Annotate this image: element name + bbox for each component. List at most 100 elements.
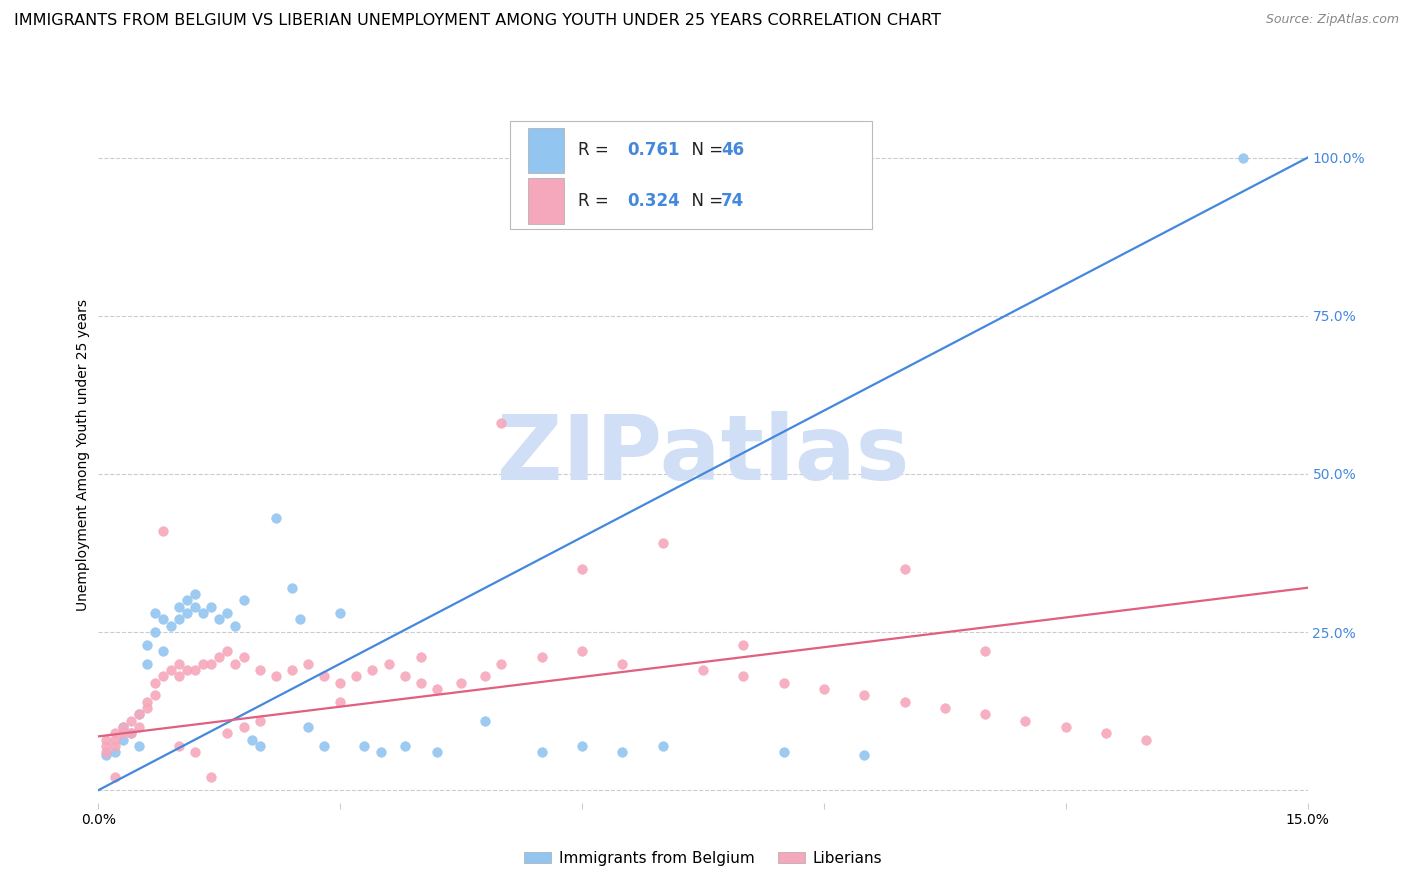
Text: N =: N = xyxy=(682,141,728,159)
Point xyxy=(651,536,673,550)
Text: 0.761: 0.761 xyxy=(627,141,679,159)
Point xyxy=(96,732,118,747)
Text: ZIPatlas: ZIPatlas xyxy=(496,411,910,499)
Point xyxy=(111,726,134,740)
Point xyxy=(167,739,190,753)
Point xyxy=(193,657,215,671)
Point xyxy=(344,669,367,683)
Point xyxy=(103,739,125,753)
Point xyxy=(281,581,304,595)
Point xyxy=(152,644,174,658)
Point xyxy=(612,657,634,671)
Text: R =: R = xyxy=(578,192,620,210)
Point xyxy=(96,745,118,759)
Y-axis label: Unemployment Among Youth under 25 years: Unemployment Among Youth under 25 years xyxy=(76,299,90,611)
Point xyxy=(224,618,246,632)
Point xyxy=(120,726,142,740)
Point xyxy=(143,606,166,620)
Point xyxy=(571,562,593,576)
Point xyxy=(143,625,166,640)
Point xyxy=(111,720,134,734)
Point xyxy=(264,511,287,525)
Point xyxy=(193,606,215,620)
Point xyxy=(176,663,198,677)
Point xyxy=(772,745,794,759)
Point xyxy=(853,748,876,763)
Point xyxy=(120,714,142,728)
Point xyxy=(103,732,125,747)
Point xyxy=(217,606,239,620)
Point xyxy=(853,688,876,702)
Point xyxy=(394,669,416,683)
Point xyxy=(135,695,157,709)
Point xyxy=(1232,151,1254,165)
Point xyxy=(217,726,239,740)
Point xyxy=(167,612,190,626)
Point xyxy=(530,745,553,759)
Point xyxy=(329,675,352,690)
Point xyxy=(111,732,134,747)
Point xyxy=(314,739,336,753)
Point xyxy=(135,638,157,652)
Point xyxy=(329,606,352,620)
Point xyxy=(491,417,513,431)
Point xyxy=(232,593,254,607)
Point xyxy=(96,739,118,753)
Point xyxy=(240,732,263,747)
Point xyxy=(1054,720,1077,734)
Point xyxy=(530,650,553,665)
Point xyxy=(120,726,142,740)
Point xyxy=(893,695,915,709)
Text: N =: N = xyxy=(682,192,728,210)
Point xyxy=(152,524,174,538)
Point xyxy=(297,720,319,734)
Point xyxy=(491,657,513,671)
Point xyxy=(474,669,496,683)
Point xyxy=(692,663,714,677)
Point xyxy=(200,771,222,785)
Point xyxy=(426,681,449,696)
Point xyxy=(370,745,392,759)
Point xyxy=(974,707,997,722)
Point xyxy=(103,726,125,740)
Point xyxy=(733,669,755,683)
Point xyxy=(571,739,593,753)
Point xyxy=(160,618,183,632)
Text: IMMIGRANTS FROM BELGIUM VS LIBERIAN UNEMPLOYMENT AMONG YOUTH UNDER 25 YEARS CORR: IMMIGRANTS FROM BELGIUM VS LIBERIAN UNEM… xyxy=(14,13,941,29)
Point xyxy=(152,669,174,683)
Point xyxy=(103,745,125,759)
Point xyxy=(167,657,190,671)
Text: Source: ZipAtlas.com: Source: ZipAtlas.com xyxy=(1265,13,1399,27)
Point xyxy=(1095,726,1118,740)
Legend: Immigrants from Belgium, Liberians: Immigrants from Belgium, Liberians xyxy=(517,845,889,871)
Point xyxy=(176,606,198,620)
Point xyxy=(143,675,166,690)
Point xyxy=(208,612,231,626)
Point xyxy=(377,657,399,671)
FancyBboxPatch shape xyxy=(527,128,564,173)
Point xyxy=(426,745,449,759)
Point xyxy=(409,650,432,665)
Point xyxy=(297,657,319,671)
Point xyxy=(200,599,222,614)
Point xyxy=(232,650,254,665)
Point xyxy=(184,745,207,759)
Point xyxy=(160,663,183,677)
Point xyxy=(103,771,125,785)
Point xyxy=(813,681,835,696)
Point xyxy=(353,739,375,753)
Point xyxy=(394,739,416,753)
Point xyxy=(249,714,271,728)
Point xyxy=(167,669,190,683)
Point xyxy=(474,714,496,728)
Point xyxy=(128,739,150,753)
Point xyxy=(264,669,287,683)
Point xyxy=(232,720,254,734)
Point xyxy=(135,701,157,715)
Point xyxy=(184,599,207,614)
Point xyxy=(176,593,198,607)
Point xyxy=(893,562,915,576)
Point xyxy=(224,657,246,671)
Point xyxy=(200,657,222,671)
Point xyxy=(651,739,673,753)
